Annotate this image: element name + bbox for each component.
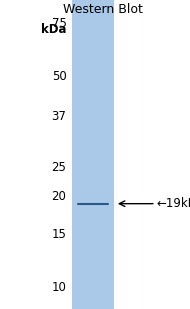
Text: 50: 50 [52, 70, 66, 83]
Text: 10: 10 [52, 281, 66, 294]
Text: 20: 20 [52, 190, 66, 203]
Bar [72, 0, 114, 309]
Text: Western Blot: Western Blot [63, 3, 142, 16]
Text: 37: 37 [52, 110, 66, 123]
Text: kDa: kDa [41, 23, 66, 36]
Text: 25: 25 [52, 161, 66, 174]
Text: 75: 75 [52, 17, 66, 30]
Text: 15: 15 [52, 228, 66, 241]
Text: ←19kDa: ←19kDa [157, 197, 190, 210]
